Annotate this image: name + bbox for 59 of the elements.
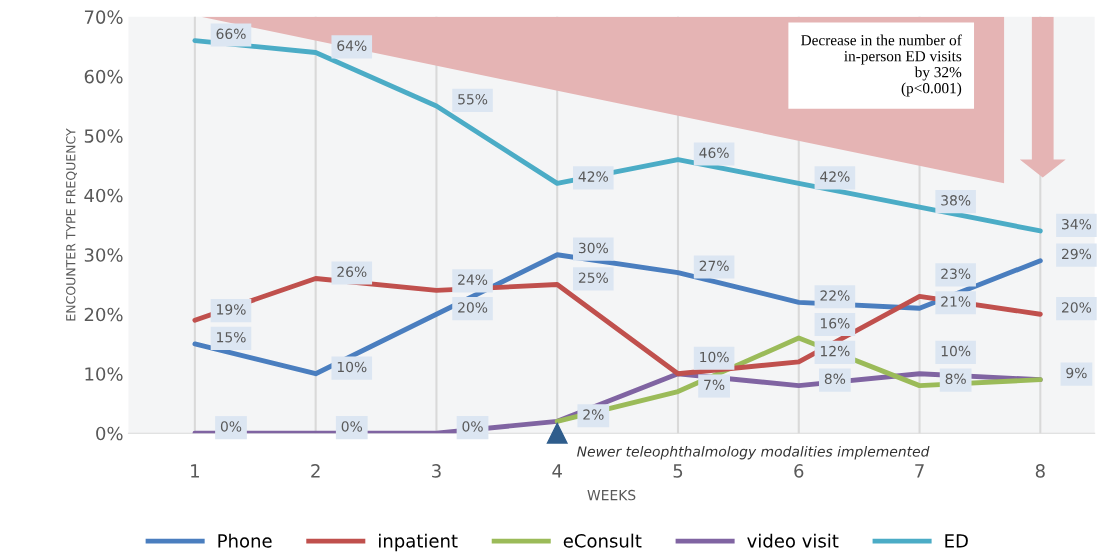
x-tick-label: 3 xyxy=(432,464,441,478)
legend-label: ED xyxy=(945,534,968,548)
y-tick-label: 60% xyxy=(84,69,123,84)
data-label: 15% xyxy=(217,331,246,343)
data-label: 29% xyxy=(1062,248,1092,260)
legend-label: eConsult xyxy=(563,533,642,548)
data-label: 26% xyxy=(337,266,367,278)
y-tick-label: 30% xyxy=(84,248,123,262)
data-label: 0% xyxy=(220,421,242,432)
y-tick-label: 50% xyxy=(84,129,123,143)
data-label: 7% xyxy=(704,379,725,391)
data-label: 10% xyxy=(700,351,729,363)
y-tick-label: 70% xyxy=(84,10,123,24)
x-tick-label: 8 xyxy=(1035,464,1045,478)
data-label: 0% xyxy=(462,421,483,432)
y-axis-title: ENCOUNTER TYPE FREQUENCY xyxy=(66,128,77,321)
data-label: 2% xyxy=(583,409,604,420)
legend-label: Phone xyxy=(218,533,272,548)
data-label: 19% xyxy=(217,304,246,315)
data-label: 38% xyxy=(941,195,971,206)
data-label: 8% xyxy=(945,373,966,385)
data-label: 24% xyxy=(458,274,488,285)
y-tick-label: 0% xyxy=(96,426,123,441)
data-label: 20% xyxy=(458,302,488,313)
annotation: Decrease in the number of in-person ED visits by 32% (p<0.001) xyxy=(801,34,962,97)
data-label: 10% xyxy=(337,361,367,373)
data-label: 34% xyxy=(1062,218,1092,230)
data-label: 30% xyxy=(578,242,608,254)
data-label: 9% xyxy=(1066,367,1087,379)
annotation: Newer teleophthalmology modalities implemented xyxy=(577,445,930,460)
legend-label: video visit xyxy=(747,533,839,548)
x-tick-label: 4 xyxy=(552,464,562,478)
data-label: 0% xyxy=(341,421,363,432)
x-tick-label: 2 xyxy=(311,464,320,478)
y-tick-label: 40% xyxy=(84,188,123,203)
data-label: 42% xyxy=(578,171,608,182)
data-label: 21% xyxy=(941,296,971,307)
data-label: 46% xyxy=(699,147,729,159)
data-label: 27% xyxy=(699,260,729,272)
x-tick-label: 5 xyxy=(673,464,683,478)
data-label: 66% xyxy=(216,28,246,40)
data-label: 23% xyxy=(941,268,971,279)
data-label: 42% xyxy=(820,171,850,182)
x-tick-label: 1 xyxy=(191,464,199,478)
data-label: 8% xyxy=(824,373,846,385)
x-tick-label: 7 xyxy=(915,464,924,478)
data-label: 10% xyxy=(941,345,971,357)
x-tick-label: 6 xyxy=(794,464,804,478)
data-label: 22% xyxy=(820,290,850,301)
data-label: 64% xyxy=(337,40,367,51)
x-axis-title: WEEKS xyxy=(587,489,636,501)
y-tick-label: 10% xyxy=(85,367,123,381)
legend-label: inpatient xyxy=(379,533,458,552)
data-label: 25% xyxy=(578,272,608,283)
data-label: 55% xyxy=(458,93,488,105)
data-label: 12% xyxy=(820,345,850,357)
data-label: 16% xyxy=(820,318,850,329)
data-label: 20% xyxy=(1062,302,1092,313)
y-tick-label: 20% xyxy=(84,307,123,322)
